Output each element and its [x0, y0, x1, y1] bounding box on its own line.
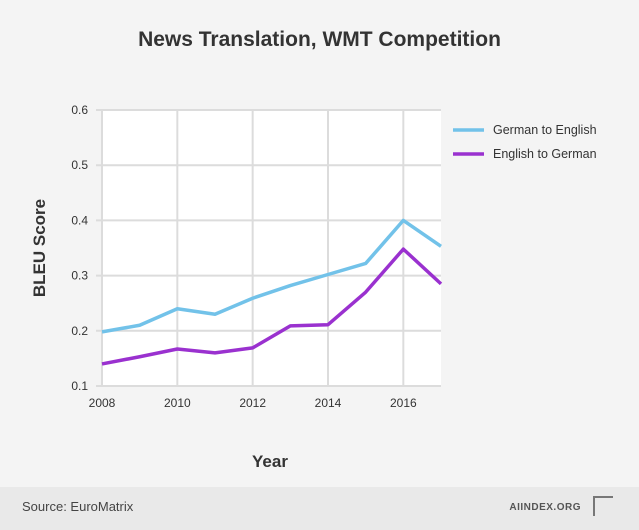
x-tick-label: 2016 [390, 396, 417, 410]
x-tick-label: 2008 [89, 396, 116, 410]
y-tick-label: 0.3 [71, 269, 88, 283]
source-text: Source: EuroMatrix [22, 499, 134, 514]
plot-area [102, 110, 441, 386]
y-tick-label: 0.2 [71, 324, 88, 338]
y-axis-label: BLEU Score [30, 199, 49, 297]
line-chart: 0.1 0.2 0.3 0.4 0.5 0.6 2008 2010 2012 2014 2016 Ge… [30, 103, 597, 471]
legend-label-0: German to English [493, 123, 597, 137]
chart-title: News Translation, WMT Competition [138, 28, 501, 51]
series-line-1 [101, 247, 443, 366]
y-tick-label: 0.4 [71, 213, 88, 227]
legend-label-1: English to German [493, 147, 597, 161]
x-tick-label: 2010 [164, 396, 191, 410]
series-line-0 [101, 218, 442, 334]
x-tick-label: 2012 [239, 396, 266, 410]
y-tick-label: 0.1 [71, 379, 88, 393]
y-tick-label: 0.5 [71, 158, 88, 172]
x-tick-label: 2014 [315, 396, 342, 410]
x-axis-label: Year [252, 452, 288, 471]
y-tick-label: 0.6 [71, 103, 88, 117]
ai-index-logo-icon [593, 496, 613, 516]
brand-link[interactable]: AIINDEX.ORG [509, 502, 581, 513]
footer: Source: EuroMatrix AIINDEX.ORG [0, 487, 639, 530]
